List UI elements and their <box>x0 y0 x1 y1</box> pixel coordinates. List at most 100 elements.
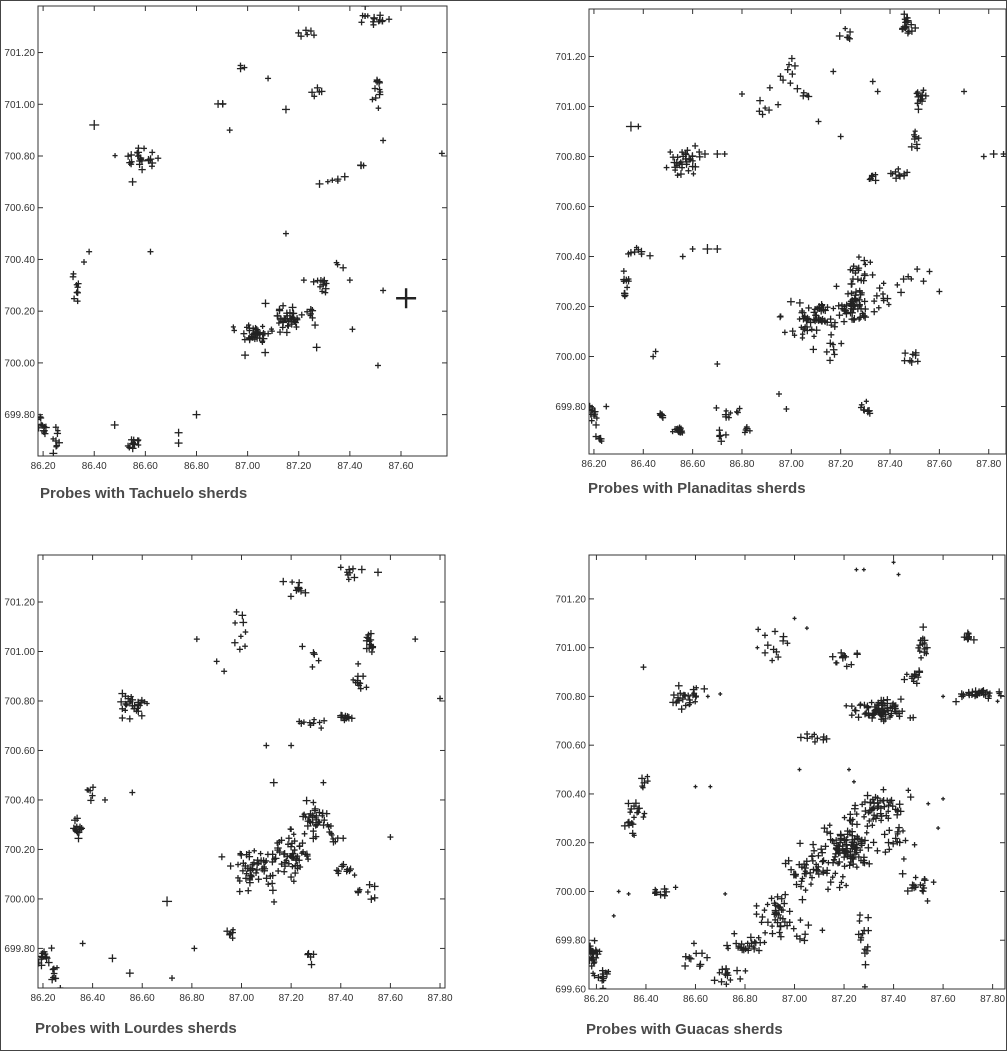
probe-marker <box>236 65 245 73</box>
probe-marker <box>670 429 676 435</box>
y-tick-label: 700.40 <box>555 789 586 800</box>
probe-marker <box>793 873 799 879</box>
panel-caption: Probes with Lourdes sherds <box>35 1020 237 1037</box>
probe-marker <box>39 422 46 429</box>
y-tick-label: 700.60 <box>555 741 586 752</box>
probe-marker <box>753 911 760 918</box>
probe-marker <box>912 128 918 134</box>
probe-cluster <box>344 565 366 583</box>
probe-marker <box>764 901 771 908</box>
probe-marker <box>631 814 637 821</box>
probe-marker <box>363 684 370 691</box>
probe-marker <box>766 84 774 91</box>
probe-cluster <box>857 398 874 417</box>
probe-marker <box>682 702 689 709</box>
x-tick-label: 87.40 <box>328 993 353 1004</box>
probe-marker <box>589 411 595 418</box>
probe-marker <box>371 894 379 902</box>
probe-marker <box>830 305 837 312</box>
probe-marker <box>788 70 796 78</box>
probe-marker <box>826 356 834 364</box>
probe-marker <box>822 735 831 743</box>
probe-marker <box>679 695 687 703</box>
probe-marker <box>169 975 176 982</box>
probe-marker <box>739 947 746 954</box>
probe-cluster <box>295 26 318 40</box>
probe-marker <box>769 923 775 929</box>
probe-marker <box>299 643 306 650</box>
probe-marker <box>327 823 334 829</box>
probe-marker <box>348 714 356 722</box>
probe-marker <box>814 735 821 742</box>
probe-marker <box>829 653 837 661</box>
probe-marker <box>913 680 921 687</box>
probe-marker <box>815 852 822 859</box>
probe-marker <box>682 953 690 961</box>
probe-marker <box>838 340 845 347</box>
probe-marker <box>241 64 248 71</box>
probe-marker <box>892 174 900 182</box>
probe-marker <box>845 849 851 855</box>
probe-marker <box>702 244 713 254</box>
probe-marker <box>788 55 796 62</box>
probe-marker <box>965 630 972 637</box>
probe-marker <box>354 889 362 896</box>
probe-marker <box>49 449 58 456</box>
probe-marker <box>909 351 917 358</box>
probe-marker <box>365 889 371 895</box>
probe-marker <box>117 697 126 706</box>
probe-marker <box>862 261 868 268</box>
probe-marker <box>42 954 51 963</box>
probe-marker <box>52 424 60 431</box>
probe-marker <box>808 326 815 333</box>
probe-marker <box>590 955 597 961</box>
probe-marker <box>786 297 795 306</box>
probe-marker <box>370 643 377 650</box>
probe-marker <box>742 426 749 433</box>
probe-marker <box>358 19 365 26</box>
probe-marker <box>848 703 855 710</box>
probe-marker <box>293 323 300 331</box>
probe-marker <box>828 322 835 328</box>
probe-marker <box>864 830 870 836</box>
data-points <box>38 6 445 456</box>
probe-marker <box>874 88 881 95</box>
probe-marker <box>309 950 318 958</box>
probe-marker <box>309 834 318 843</box>
probe-marker <box>780 900 788 908</box>
probe-marker <box>969 692 975 698</box>
probe-marker <box>868 172 877 181</box>
y-tick-label: 701.20 <box>555 52 586 63</box>
probe-marker <box>263 857 270 864</box>
probe-marker <box>357 565 366 574</box>
probe-marker <box>367 895 376 903</box>
probe-marker <box>291 878 297 885</box>
probe-marker <box>755 934 762 941</box>
probe-marker <box>779 915 787 923</box>
probe-marker <box>255 875 262 883</box>
probe-marker <box>249 873 255 880</box>
probe-marker <box>827 878 835 886</box>
probe-marker <box>385 16 393 23</box>
x-tick-label: 87.60 <box>931 994 956 1005</box>
probe-marker <box>689 246 696 252</box>
probe-marker <box>796 733 805 742</box>
y-tick-label: 701.20 <box>4 598 35 609</box>
probe-cluster <box>809 340 845 364</box>
probe-marker <box>870 308 878 316</box>
probe-marker <box>280 850 288 858</box>
probe-marker <box>885 801 892 809</box>
probe-marker <box>777 73 784 80</box>
probe-marker <box>858 701 864 707</box>
probe-marker <box>796 316 803 322</box>
probe-marker <box>755 107 763 115</box>
probe-marker <box>174 428 183 437</box>
probe-marker <box>819 302 825 309</box>
probe-marker <box>590 970 596 976</box>
probe-marker <box>246 335 252 341</box>
probe-cluster <box>333 860 358 878</box>
probe-marker <box>320 717 328 724</box>
probe-cluster <box>843 695 917 725</box>
probe-cluster <box>236 62 248 73</box>
probe-marker <box>287 873 295 881</box>
